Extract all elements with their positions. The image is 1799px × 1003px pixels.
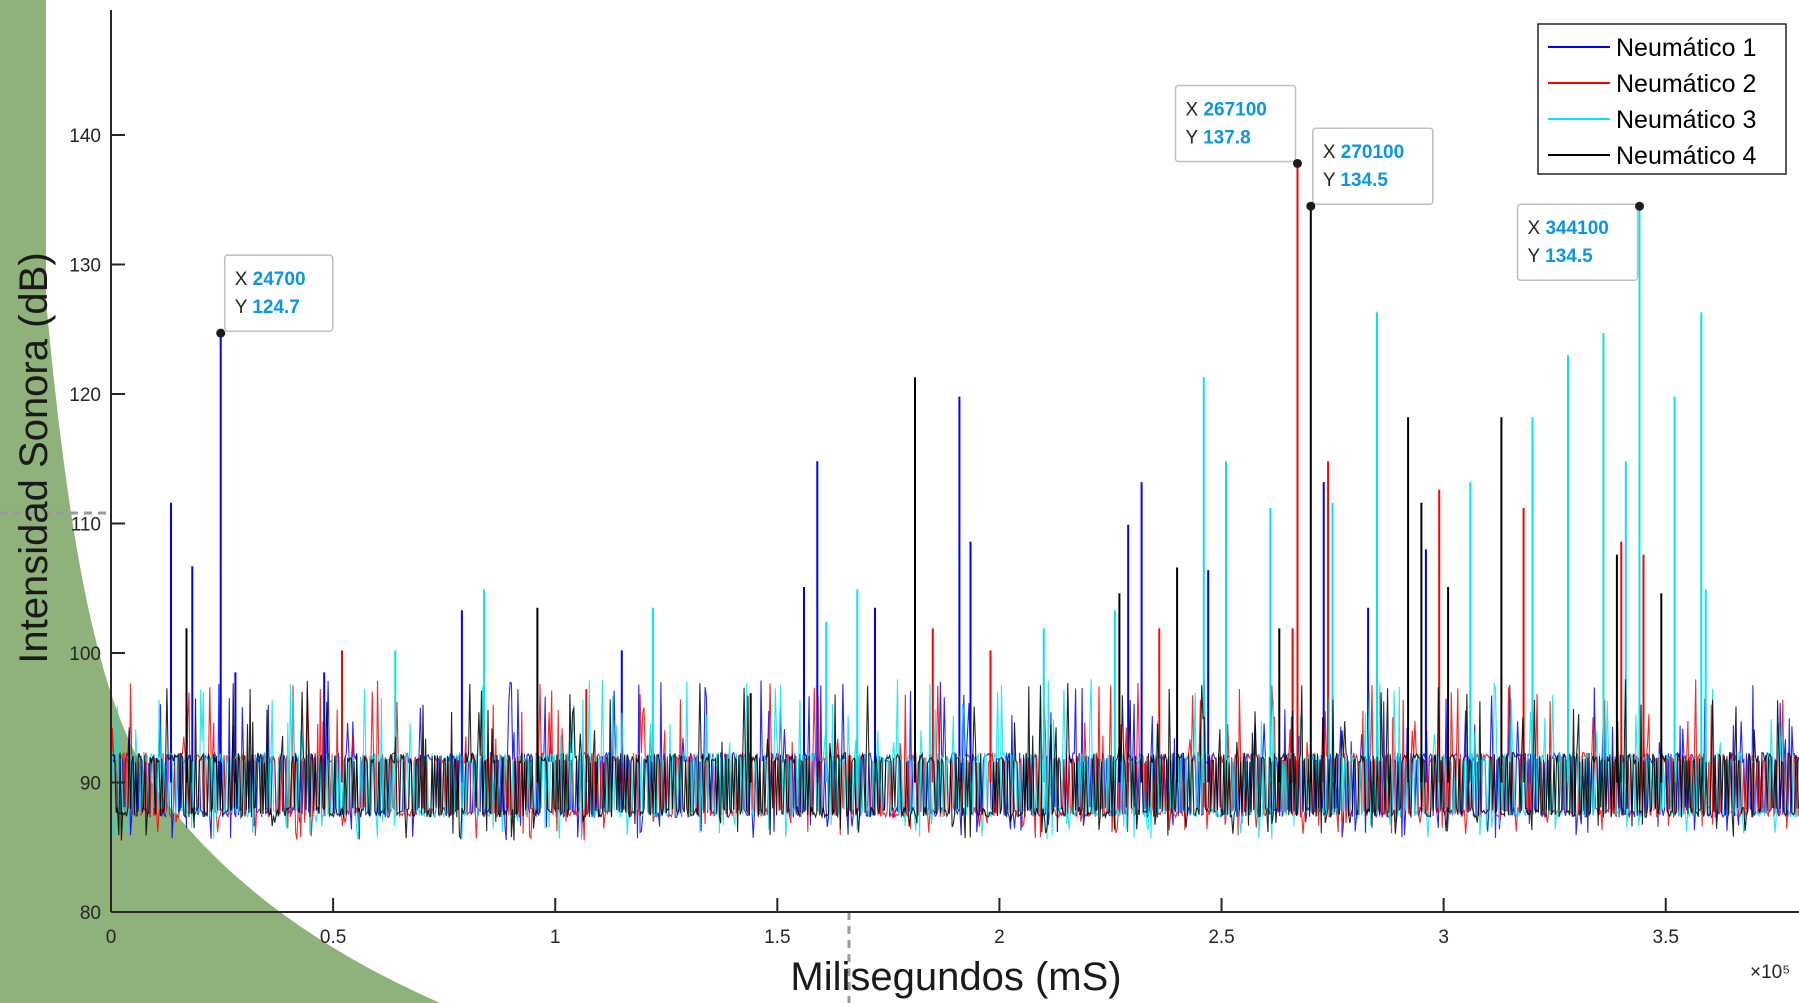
legend-box bbox=[1537, 23, 1787, 175]
datatip-y-value: 124.7 bbox=[252, 297, 300, 318]
datatip-x-value: 24700 bbox=[253, 269, 306, 290]
x-tick-label: 3.5 bbox=[1653, 927, 1679, 948]
legend-item[interactable]: Neumático 2 bbox=[1548, 70, 1756, 98]
datatip-marker[interactable] bbox=[1306, 201, 1316, 211]
datatip-y: Y 137.8 bbox=[1185, 127, 1250, 148]
datatip-marker[interactable] bbox=[1292, 158, 1302, 168]
datatip-box bbox=[223, 254, 334, 332]
legend-item[interactable]: Neumático 1 bbox=[1548, 34, 1756, 62]
datatip-y: Y 134.5 bbox=[1528, 246, 1594, 267]
legend-label: Neumático 2 bbox=[1616, 70, 1756, 98]
datatip-box bbox=[1516, 203, 1639, 281]
x-tick-label: 3 bbox=[1438, 927, 1449, 948]
datatip-y-label: Y bbox=[1528, 246, 1546, 267]
x-tick-label: 1.5 bbox=[764, 927, 790, 948]
legend-item[interactable]: Neumático 3 bbox=[1548, 106, 1756, 134]
datatip-y-value: 137.8 bbox=[1203, 127, 1251, 148]
decor-layer bbox=[0, 0, 851, 1003]
y-tick-label: 140 bbox=[69, 126, 101, 147]
x-tick-label: 2 bbox=[994, 927, 1005, 948]
y-tick-label: 120 bbox=[69, 385, 101, 406]
datatip[interactable]: X 344100 Y 134.5 bbox=[1516, 201, 1645, 281]
series-4-trace bbox=[110, 679, 1799, 841]
datatip-x-label: X bbox=[235, 269, 253, 290]
y-tick-label: 90 bbox=[80, 774, 101, 795]
y-axis-title: Intensidad Sonora (dB) bbox=[12, 252, 56, 663]
datatip-x: X 344100 bbox=[1528, 218, 1609, 239]
legend[interactable]: Neumático 1 Neumático 2 Neumático 3 Neumáti… bbox=[1537, 23, 1787, 175]
datatip-x-label: X bbox=[1528, 218, 1546, 239]
axes: 80 90 100 110 120 130 140 0 0.5 1 1.5 2 2.5 3 3.5 bbox=[69, 10, 1799, 948]
x-tick-label: 0 bbox=[106, 927, 117, 948]
legend-item[interactable]: Neumático 4 bbox=[1548, 142, 1756, 170]
datatip-x-value: 344100 bbox=[1545, 218, 1608, 239]
datatip-box bbox=[1174, 84, 1297, 163]
datatip-x: X 270100 bbox=[1323, 142, 1404, 163]
datatip-box bbox=[1312, 127, 1434, 205]
x-tick-label: 1 bbox=[550, 927, 561, 948]
datatip-x-label: X bbox=[1185, 99, 1203, 120]
datatip-x-value: 270100 bbox=[1341, 142, 1404, 163]
x-tick-label: 0.5 bbox=[320, 927, 346, 948]
datatip-y-value: 134.5 bbox=[1340, 170, 1388, 191]
datatip-y: Y 134.5 bbox=[1323, 170, 1389, 191]
datatip-marker[interactable] bbox=[1635, 201, 1645, 211]
datatip-y-label: Y bbox=[1323, 170, 1341, 191]
datatip-x-label: X bbox=[1323, 142, 1341, 163]
series-4 bbox=[110, 206, 1799, 841]
datatip-x: X 267100 bbox=[1185, 99, 1266, 120]
datatip-y: Y 124.7 bbox=[235, 297, 300, 318]
series-3 bbox=[110, 206, 1799, 841]
y-tick-label: 130 bbox=[69, 256, 101, 277]
datatip-x: X 24700 bbox=[235, 269, 306, 290]
datatip-x-value: 267100 bbox=[1203, 99, 1266, 120]
legend-label: Neumático 3 bbox=[1616, 106, 1756, 134]
y-tick-label: 110 bbox=[71, 515, 101, 536]
x-axis-title: Milisegundos (mS) bbox=[790, 955, 1121, 999]
legend-label: Neumático 1 bbox=[1616, 34, 1756, 62]
datatip-y-label: Y bbox=[1185, 127, 1203, 148]
plot-area bbox=[110, 163, 1799, 841]
x-tick-label: 2.5 bbox=[1208, 927, 1234, 948]
datatip-y-label: Y bbox=[235, 297, 253, 318]
y-tick-label: 100 bbox=[69, 644, 101, 665]
datatip-marker[interactable] bbox=[216, 328, 226, 338]
datatip-y-value: 134.5 bbox=[1545, 246, 1593, 267]
series-3-trace bbox=[110, 678, 1799, 841]
x-axis-exponent: ×10⁵ bbox=[1750, 962, 1790, 983]
y-tick-label: 80 bbox=[80, 903, 101, 924]
legend-label: Neumático 4 bbox=[1616, 142, 1756, 170]
